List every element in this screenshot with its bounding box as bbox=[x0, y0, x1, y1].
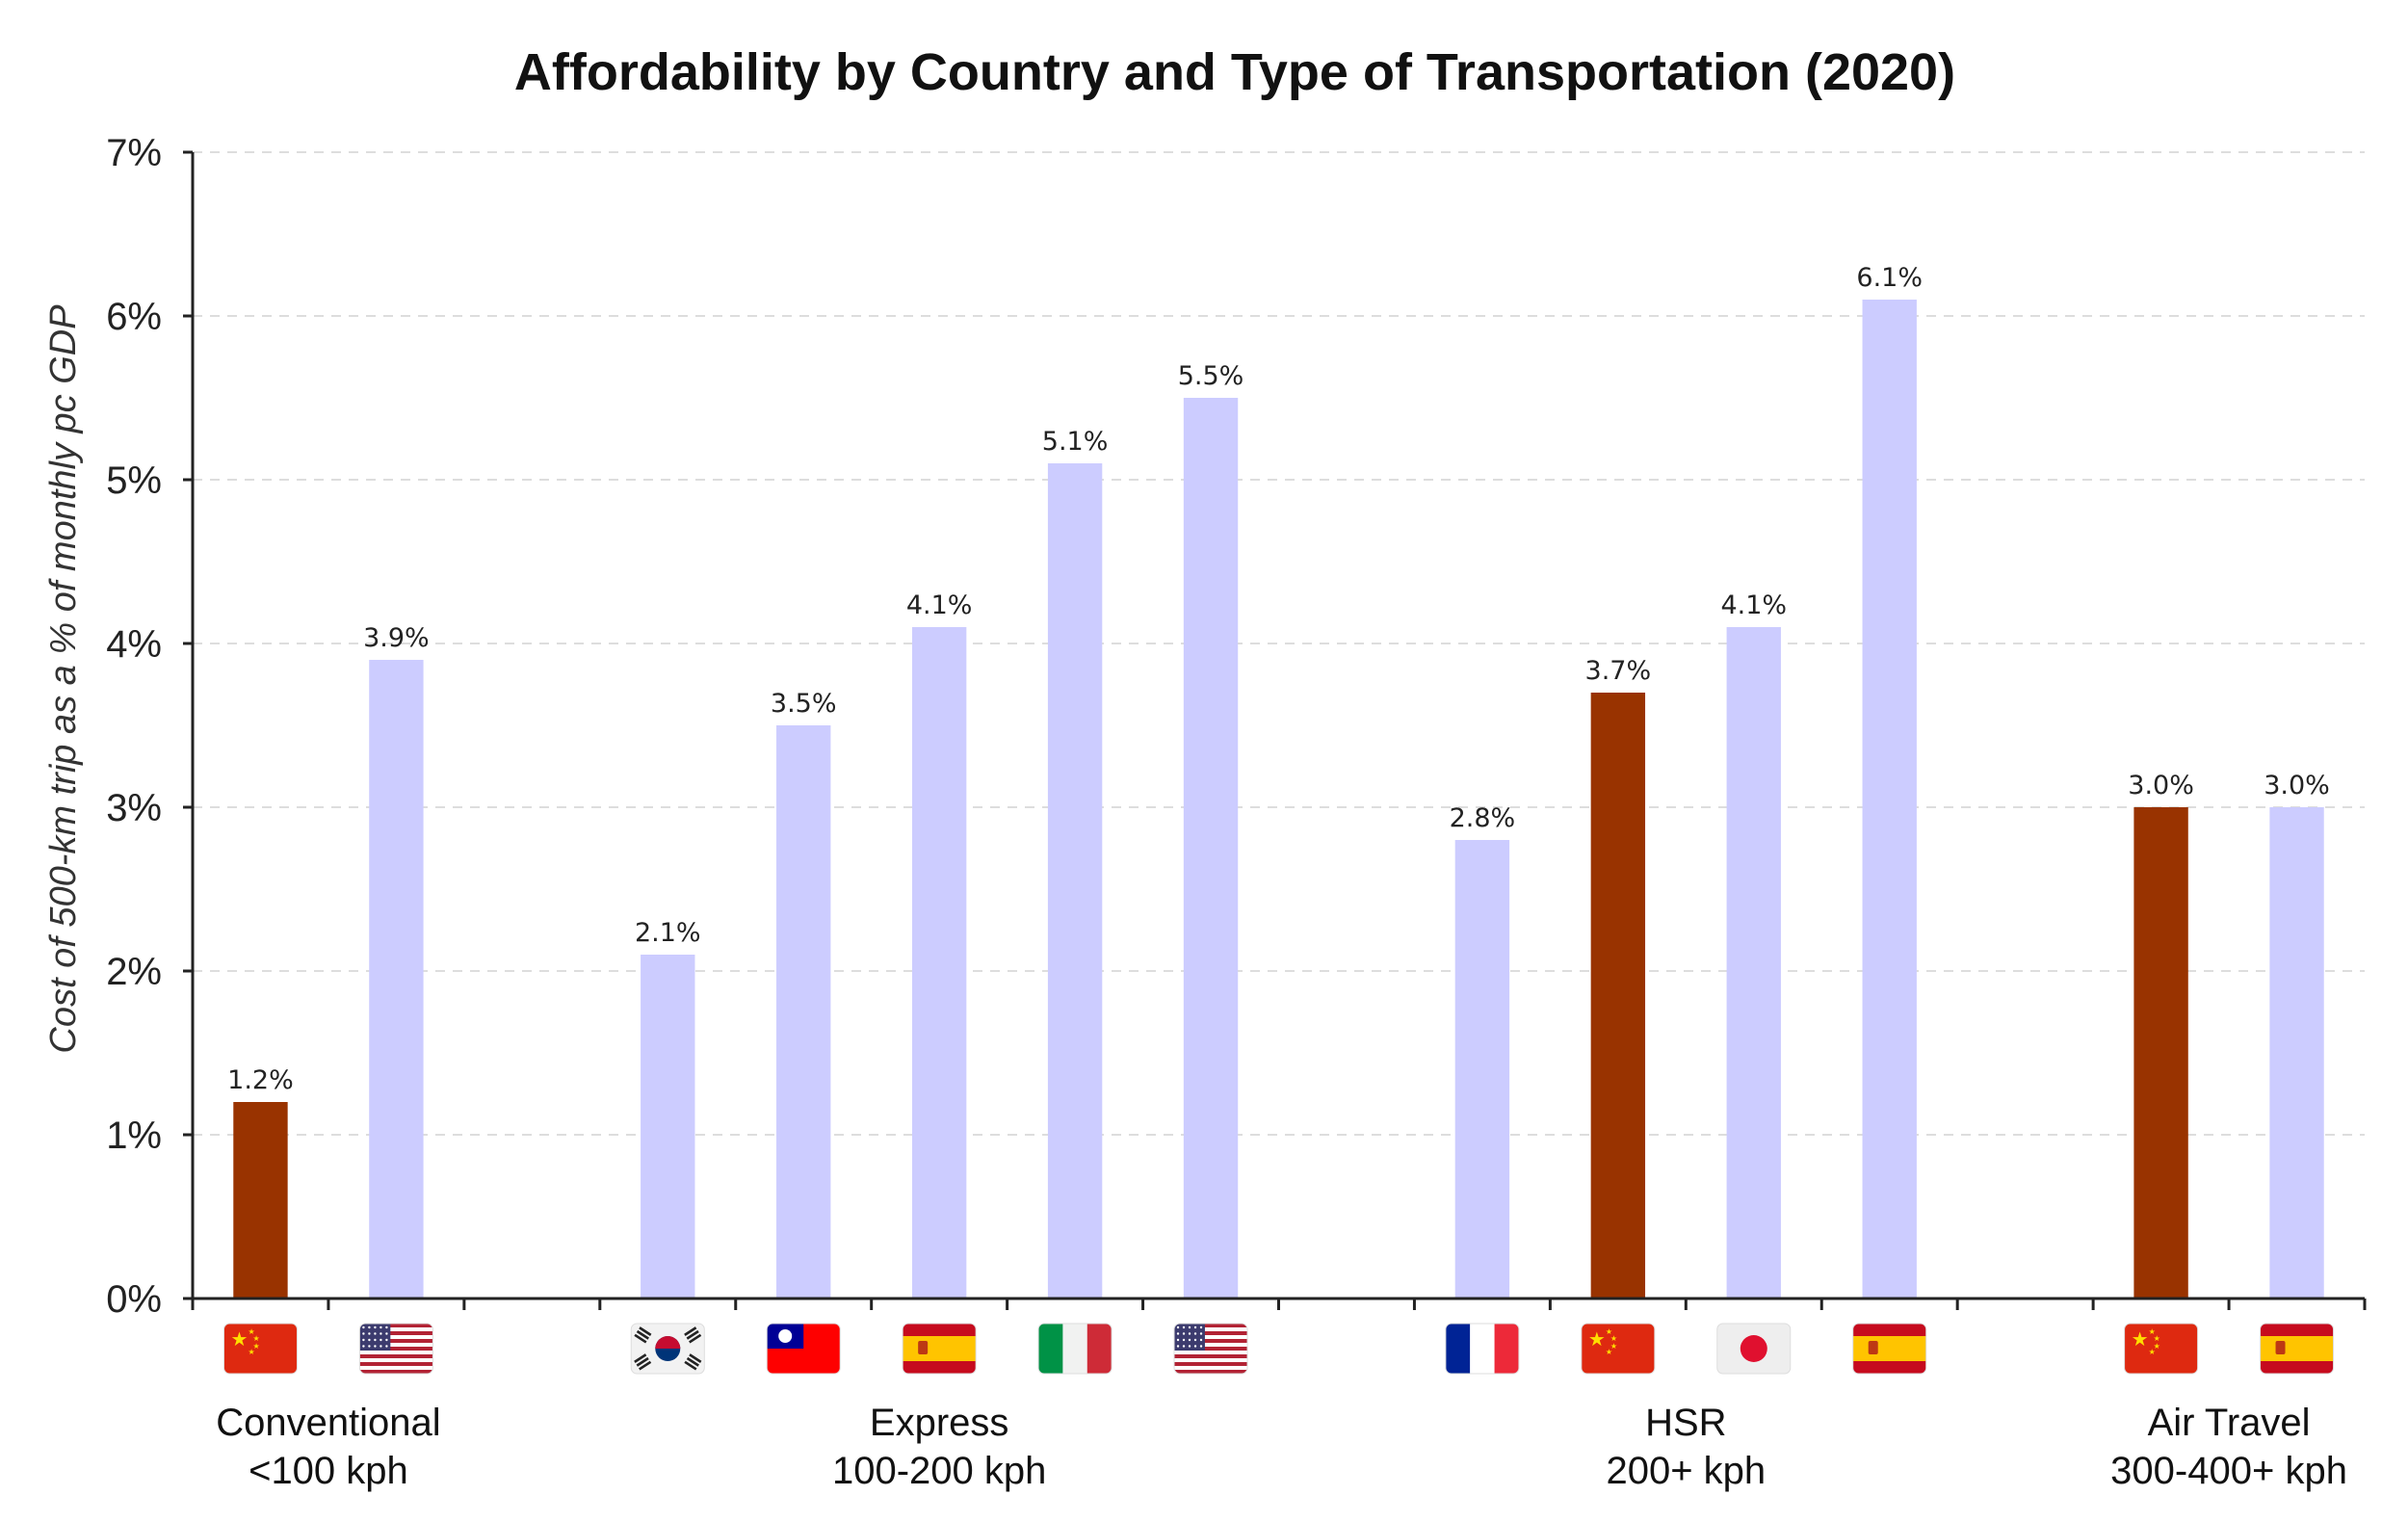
bar-japan bbox=[1726, 627, 1781, 1299]
flag-china-icon: ★ ★★★★ bbox=[1581, 1323, 1656, 1375]
y-axis-label: Cost of 500-km trip as a % of monthly pc… bbox=[43, 304, 84, 1054]
data-label: 5.5% bbox=[1178, 361, 1244, 391]
svg-text:★: ★ bbox=[1606, 1348, 1612, 1356]
svg-text:★: ★ bbox=[2154, 1342, 2160, 1351]
flag-taiwan-icon bbox=[766, 1323, 841, 1375]
svg-text:★: ★ bbox=[248, 1348, 254, 1356]
y-tick-label: 0% bbox=[106, 1278, 162, 1321]
group-label-speed: <100 kph bbox=[249, 1450, 408, 1492]
group-label-speed: 100-200 kph bbox=[832, 1450, 1046, 1492]
data-label: 2.1% bbox=[635, 918, 701, 948]
group-label-title: HSR bbox=[1645, 1402, 1726, 1444]
chart-title: Affordability by Country and Type of Tra… bbox=[514, 43, 1955, 101]
flag-spain-icon bbox=[902, 1323, 977, 1375]
data-label: 6.1% bbox=[1856, 263, 1923, 293]
svg-text:★: ★ bbox=[230, 1327, 248, 1351]
flag-usa-icon bbox=[1173, 1323, 1248, 1375]
data-label: 3.7% bbox=[1585, 656, 1652, 686]
y-tick-label: 7% bbox=[106, 132, 162, 174]
flag-spain-icon bbox=[2260, 1323, 2335, 1375]
group-labels: Conventional <100 kph Express 100-200 kph HS… bbox=[216, 1402, 2347, 1492]
y-tick-label: 3% bbox=[106, 787, 162, 829]
bar-china bbox=[2133, 807, 2188, 1299]
svg-text:★: ★ bbox=[2154, 1334, 2160, 1343]
flag-china-icon: ★ ★★★★ bbox=[222, 1323, 298, 1375]
y-tick-label: 4% bbox=[106, 623, 162, 666]
bar-spain bbox=[911, 627, 967, 1299]
svg-text:★: ★ bbox=[2149, 1348, 2156, 1356]
y-tick-label: 1% bbox=[106, 1115, 162, 1157]
data-label: 4.1% bbox=[1720, 590, 1787, 620]
data-label: 3.0% bbox=[2128, 771, 2194, 800]
bar-south-korea bbox=[641, 955, 695, 1299]
group-label-speed: 200+ kph bbox=[1606, 1450, 1766, 1492]
bar-spain bbox=[2269, 807, 2324, 1299]
gridlines bbox=[193, 151, 2365, 1136]
data-label: 5.1% bbox=[1042, 427, 1109, 457]
bar-united-states bbox=[369, 660, 424, 1299]
bar-united-states bbox=[1183, 398, 1239, 1299]
flag-france-icon bbox=[1445, 1323, 1520, 1375]
flag-spain-icon bbox=[1852, 1323, 1927, 1375]
flags: ★ ★★★★★ ★★★★★ ★★★★ bbox=[222, 1323, 2335, 1375]
svg-text:★: ★ bbox=[1588, 1327, 1606, 1351]
bars: 1.2% 3.9% 2.1% 3.5% 4.1% 5.1% 5.5% 2.8% 3.7% 4.1%… bbox=[227, 263, 2330, 1299]
data-label: 3.5% bbox=[771, 689, 837, 719]
svg-text:★: ★ bbox=[2132, 1327, 2149, 1351]
svg-text:★: ★ bbox=[1610, 1334, 1617, 1343]
svg-text:★: ★ bbox=[252, 1334, 259, 1343]
svg-text:★: ★ bbox=[2149, 1327, 2156, 1336]
svg-text:★: ★ bbox=[1610, 1342, 1617, 1351]
flag-japan-icon bbox=[1716, 1323, 1792, 1375]
group-label-title: Conventional bbox=[216, 1402, 441, 1444]
bar-france bbox=[1454, 840, 1510, 1299]
bar-taiwan bbox=[776, 725, 831, 1299]
data-label: 2.8% bbox=[1450, 803, 1516, 833]
y-tick-label: 2% bbox=[106, 951, 162, 993]
data-label: 3.9% bbox=[363, 623, 430, 653]
group-label-title: Air Travel bbox=[2148, 1402, 2311, 1444]
svg-text:★: ★ bbox=[248, 1327, 254, 1336]
group-label-title: Express bbox=[870, 1402, 1009, 1444]
bar-spain bbox=[1862, 300, 1917, 1299]
svg-text:★: ★ bbox=[252, 1342, 259, 1351]
data-label: 1.2% bbox=[227, 1065, 294, 1095]
flag-usa-icon bbox=[358, 1323, 433, 1375]
flag-south-korea-icon bbox=[630, 1323, 705, 1375]
data-label: 3.0% bbox=[2264, 771, 2330, 800]
y-axis-ticks: 0% 1% 2% 3% 4% 5% 6% 7% bbox=[106, 132, 193, 1321]
y-tick-label: 5% bbox=[106, 459, 162, 502]
bar-italy bbox=[1047, 463, 1103, 1299]
flag-italy-icon bbox=[1037, 1323, 1112, 1375]
bar-china bbox=[233, 1102, 288, 1299]
group-label-speed: 300-400+ kph bbox=[2110, 1450, 2347, 1492]
flag-china-icon: ★ ★★★★ bbox=[2124, 1323, 2199, 1375]
svg-text:★: ★ bbox=[1606, 1327, 1612, 1336]
y-tick-label: 6% bbox=[106, 296, 162, 338]
axes bbox=[191, 152, 2367, 1310]
bar-china bbox=[1590, 693, 1646, 1299]
data-label: 4.1% bbox=[906, 590, 973, 620]
